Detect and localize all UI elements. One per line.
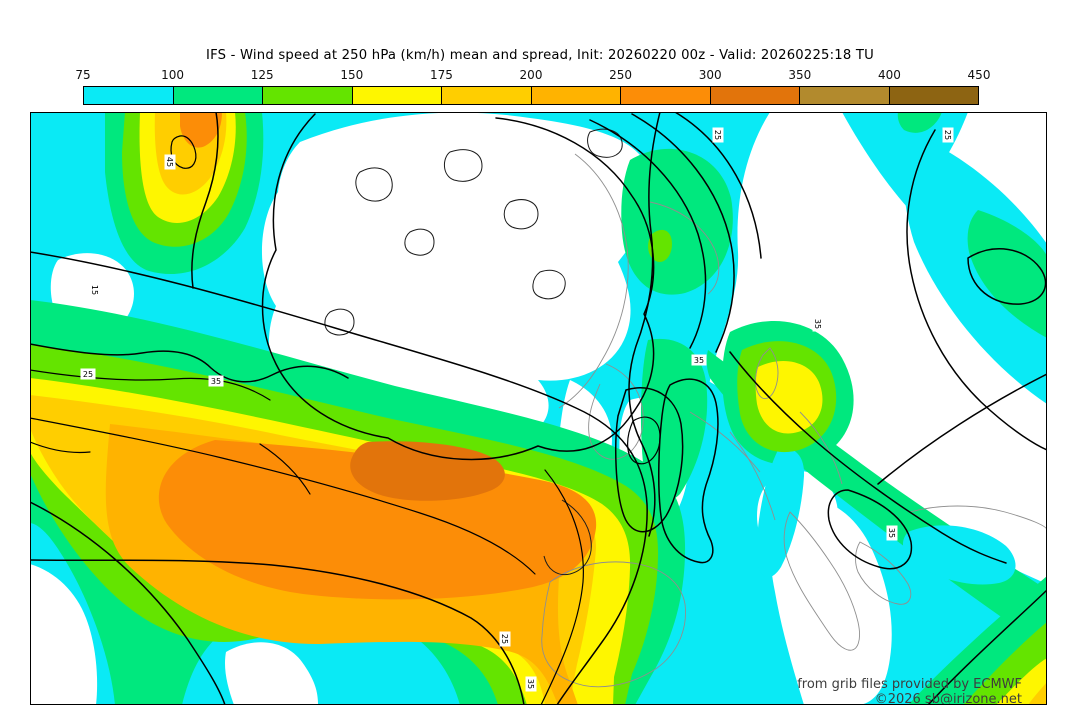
cyan-streaks xyxy=(756,448,1016,585)
colorbar-segment-400-450 xyxy=(889,87,978,104)
colorbar-segment-175-200 xyxy=(442,87,532,104)
colorbar-segment-300-350 xyxy=(710,87,800,104)
colorbar-tick-75: 75 xyxy=(75,68,91,82)
colorbar-tick-350: 350 xyxy=(788,68,812,82)
svg-text:15: 15 xyxy=(90,285,99,295)
svg-text:45: 45 xyxy=(165,157,174,167)
colorbar-tick-175: 175 xyxy=(429,68,453,82)
colorbar-segment-350-400 xyxy=(800,87,890,104)
svg-text:25: 25 xyxy=(943,130,952,140)
svg-text:25: 25 xyxy=(713,130,722,140)
svg-text:35: 35 xyxy=(526,679,535,689)
svg-text:25: 25 xyxy=(83,370,93,379)
wind-speed-map: 45 15 25 35 25 35 35 25 35 25 35 from grib files p… xyxy=(30,112,1047,707)
contour-label-25: 25 xyxy=(712,127,724,143)
colorbar-tick-250: 250 xyxy=(609,68,633,82)
colorbar-ticks: 75 100 125 150 175 200 250 300 350 400 450 xyxy=(75,68,990,83)
contour-label-35: 35 xyxy=(525,676,537,692)
colorbar-segment-250-300 xyxy=(621,87,711,104)
colorbar-tick-100: 100 xyxy=(161,68,185,82)
contour-label-15: 15 xyxy=(89,282,101,298)
contour-label-35: 35 xyxy=(812,316,824,332)
spread-contours xyxy=(30,112,1047,705)
colorbar-tick-150: 150 xyxy=(340,68,364,82)
svg-text:35: 35 xyxy=(887,528,896,538)
colorbar-segments xyxy=(83,86,979,105)
colorbar-segment-100-125 xyxy=(173,87,263,104)
colorbar-tick-125: 125 xyxy=(250,68,274,82)
filled-contours xyxy=(30,112,1047,705)
colorbar-tick-300: 300 xyxy=(698,68,722,82)
contour-label-35: 35 xyxy=(691,354,707,366)
svg-text:35: 35 xyxy=(211,377,221,386)
colorbar-segment-75-100 xyxy=(84,87,174,104)
colorbar-segment-125-150 xyxy=(263,87,353,104)
chart-title: IFS - Wind speed at 250 hPa (km/h) mean … xyxy=(206,48,874,63)
colorbar-tick-200: 200 xyxy=(519,68,543,82)
attribution-source: from grib files provided by ECMWF xyxy=(797,677,1022,692)
contour-label-35: 35 xyxy=(886,525,898,541)
svg-text:35: 35 xyxy=(694,356,704,365)
map-canvas: 45 15 25 35 25 35 35 25 35 25 35 from grib files p… xyxy=(30,112,1047,707)
contour-labels: 45 15 25 35 25 35 35 25 35 25 35 xyxy=(80,127,954,692)
coastlines xyxy=(324,128,1047,688)
map-frame xyxy=(30,112,1047,705)
contour-label-35: 35 xyxy=(208,375,224,387)
svg-text:35: 35 xyxy=(813,319,822,329)
colorbar-segment-150-175 xyxy=(352,87,442,104)
contour-label-45: 45 xyxy=(164,154,176,170)
colorbar-tick-400: 400 xyxy=(877,68,901,82)
contour-label-25: 25 xyxy=(942,127,954,143)
attribution-copyright: ©2026 sb@irizone.net xyxy=(875,692,1022,705)
contour-label-25: 25 xyxy=(80,368,96,380)
band-300-350 xyxy=(350,441,505,501)
contour-label-25: 25 xyxy=(499,631,511,647)
svg-text:25: 25 xyxy=(500,634,509,644)
colorbar-segment-200-250 xyxy=(531,87,621,104)
colorbar-tick-450: 450 xyxy=(967,68,991,82)
